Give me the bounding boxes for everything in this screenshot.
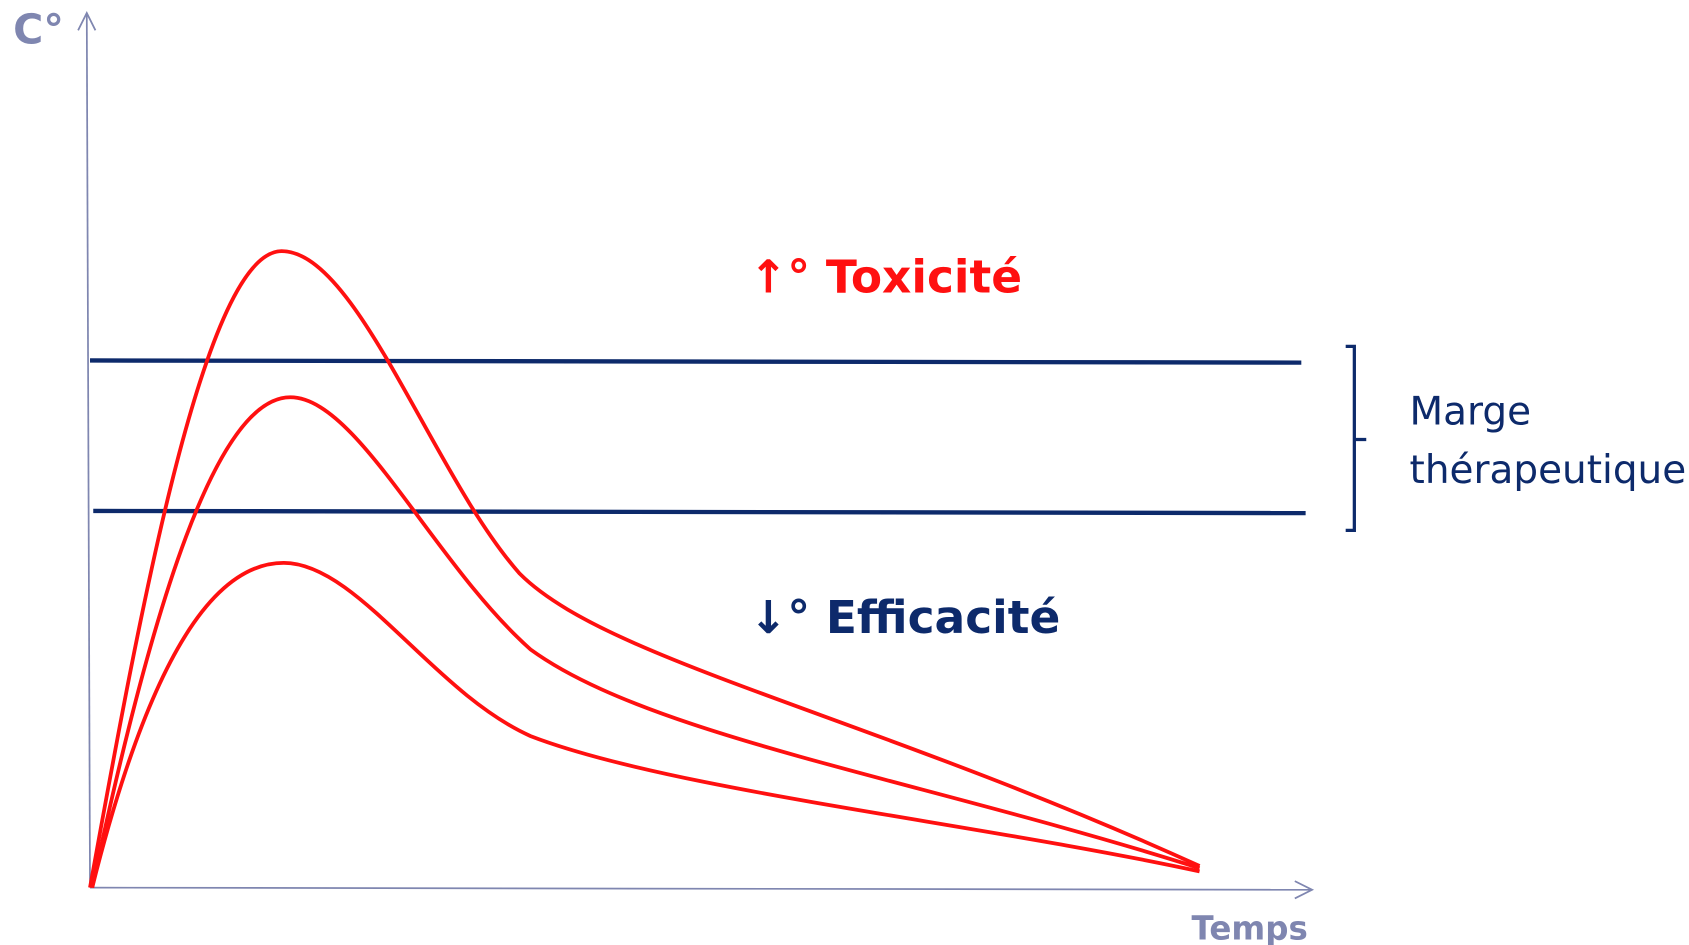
margin-bracket	[1345, 344, 1367, 533]
x-axis	[90, 886, 1313, 891]
low-dose-curve	[90, 560, 1200, 889]
y-axis	[85, 12, 91, 888]
x-axis-label: Temps	[1192, 910, 1308, 945]
x-axis-arrow	[1294, 880, 1315, 900]
margin-label-line: Marge	[1410, 389, 1532, 434]
margin-label-line: thérapeutique	[1410, 448, 1687, 493]
toxicity-label: ↑° Toxicité	[749, 250, 1022, 303]
efficacy-label: ↓° Efficacité	[749, 591, 1060, 644]
toxicity-threshold	[90, 358, 1302, 365]
efficacy-threshold	[93, 508, 1306, 516]
high-dose-curve	[88, 249, 1201, 888]
y-axis-arrow	[77, 11, 97, 31]
therapeutic-dose-curve	[90, 395, 1201, 889]
y-axis-label: C°	[13, 5, 64, 53]
